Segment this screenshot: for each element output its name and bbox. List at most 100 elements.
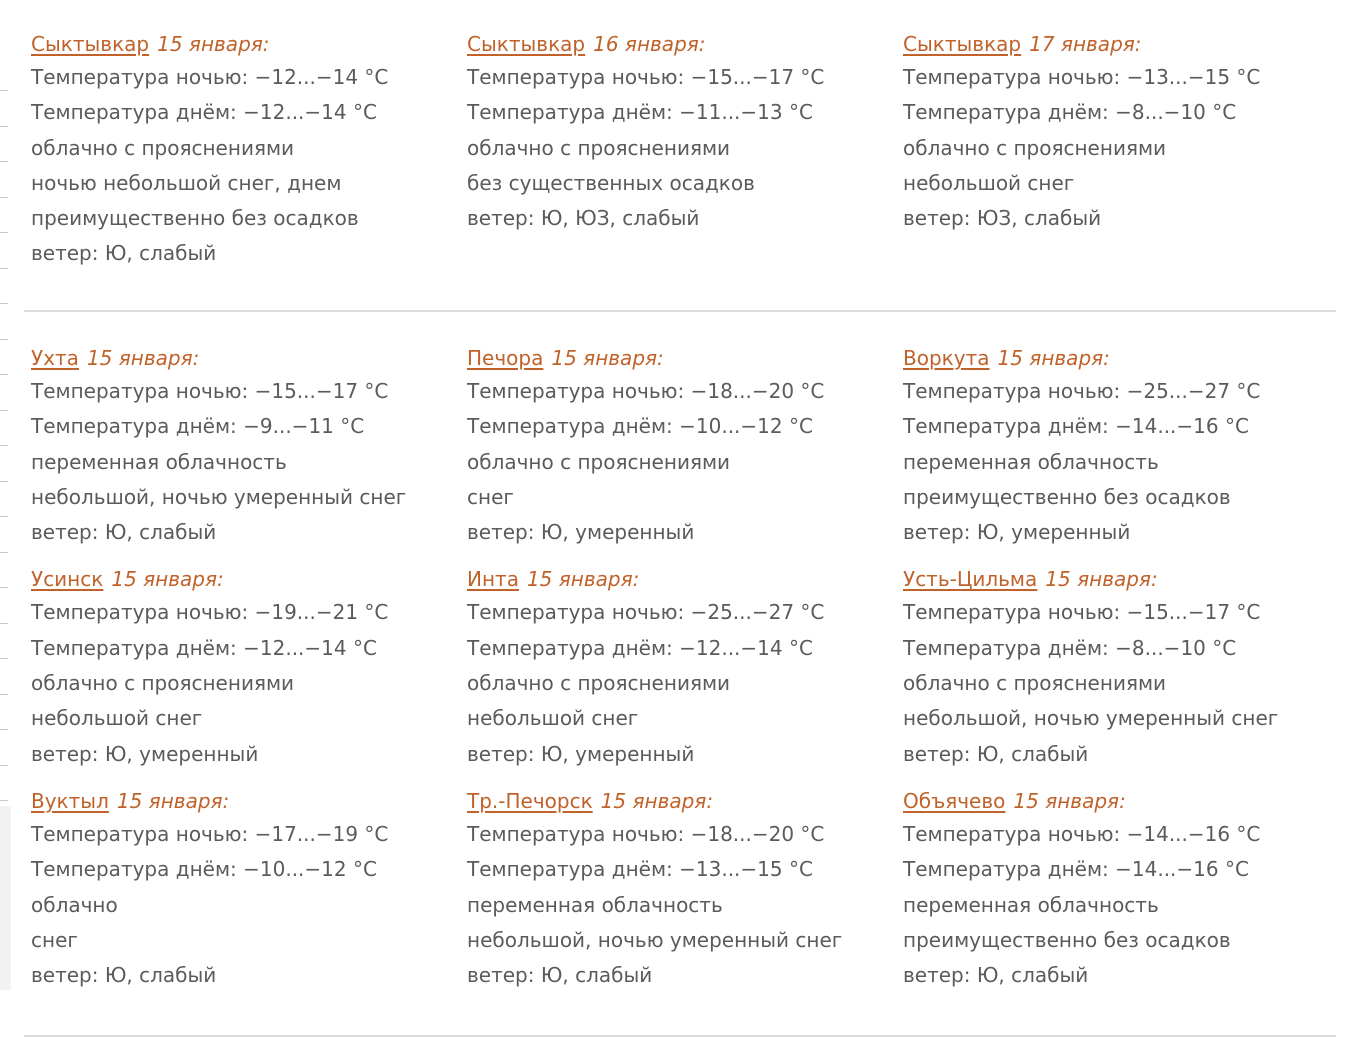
precipitation: небольшой снег <box>467 706 639 731</box>
forecast-heading: Печора 15 января: <box>467 342 887 374</box>
cloudiness: облачно с прояснениями <box>903 671 1167 696</box>
forecast-section-syktyvkar: Сыктывкар 15 января: Температура ночью: −1… <box>24 28 1336 312</box>
wind: ветер: Ю, слабый <box>467 963 653 988</box>
forecast-date: 15 января: <box>600 788 714 813</box>
city-link[interactable]: Печора <box>467 346 544 370</box>
city-link[interactable]: Усть-Цильма <box>903 567 1038 592</box>
forecast-date: 15 января: <box>1045 567 1158 592</box>
day-temperature: Температура днём: −11...−13 °C <box>467 100 813 125</box>
day-temperature: Температура днём: −10...−12 °C <box>467 414 813 439</box>
day-temperature: Температура днём: −12...−14 °C <box>31 635 377 660</box>
night-temperature: Температура ночью: −15...−17 °C <box>467 65 825 89</box>
night-temperature: Температура ночью: −18...−20 °C <box>467 821 825 846</box>
edge-tick <box>0 232 8 233</box>
forecast-block: Воркута 15 января: Температура ночью: −25.… <box>903 342 1323 550</box>
forecast-block: Усинск 15 января: Температура ночью: −19..… <box>31 563 451 771</box>
forecast-block: Объячево 15 января: Температура ночью: −14… <box>903 785 1323 993</box>
city-link[interactable]: Сыктывкар <box>467 32 586 56</box>
forecast-date: 15 января: <box>111 567 224 592</box>
cloudiness: облачно <box>31 892 118 917</box>
forecast-date: 15 января: <box>1013 788 1126 813</box>
wind: ветер: Ю, умеренный <box>903 520 1131 545</box>
edge-tick <box>0 445 8 446</box>
wind: ветер: Ю, ЮЗ, слабый <box>467 206 700 231</box>
night-temperature: Температура ночью: −14...−16 °C <box>903 821 1261 846</box>
forecast-date: 15 января: <box>86 346 200 370</box>
city-link[interactable]: Сыктывкар <box>903 32 1022 56</box>
cloudiness: переменная облачность <box>31 449 287 474</box>
wind: ветер: Ю, слабый <box>903 741 1089 766</box>
edge-tick <box>0 694 8 695</box>
edge-tick <box>0 161 8 162</box>
edge-tick <box>0 268 8 269</box>
cloudiness: облачно с прояснениями <box>467 449 731 474</box>
city-link[interactable]: Сыктывкар <box>31 32 150 56</box>
city-link[interactable]: Инта <box>467 567 519 592</box>
edge-tick <box>0 552 8 553</box>
wind: ветер: Ю, слабый <box>903 963 1089 988</box>
forecast-heading: Воркута 15 января: <box>903 342 1323 374</box>
precipitation: небольшой снег <box>903 170 1075 195</box>
edge-tick <box>0 765 8 766</box>
forecast-heading: Сыктывкар 17 января: <box>903 28 1323 60</box>
cloudiness: облачно с прояснениями <box>467 671 731 696</box>
edge-tick <box>0 587 8 588</box>
forecast-date: 15 января: <box>157 32 270 56</box>
wind: ветер: Ю, умеренный <box>467 520 695 545</box>
night-temperature: Температура ночью: −15...−17 °C <box>903 600 1261 625</box>
cloudiness: переменная облачность <box>903 892 1159 917</box>
day-temperature: Температура днём: −9...−11 °C <box>31 414 365 439</box>
precipitation: преимущественно без осадков <box>903 927 1231 952</box>
left-scroll-strip <box>0 806 11 990</box>
cloudiness: облачно с прояснениями <box>31 135 295 160</box>
city-link[interactable]: Объячево <box>903 788 1006 813</box>
forecast-block: Сыктывкар 17 января: Температура ночью: −1… <box>903 28 1323 272</box>
forecast-block: Ухта 15 января: Температура ночью: −15...−… <box>31 342 451 550</box>
city-link[interactable]: Воркута <box>903 346 990 370</box>
forecast-heading: Ухта 15 января: <box>31 342 451 374</box>
forecast-block: Сыктывкар 15 января: Температура ночью: −1… <box>31 28 451 272</box>
precipitation: снег <box>31 927 78 952</box>
forecast-block: Усть-Цильма 15 января: Температура ночью: … <box>903 563 1323 771</box>
forecast-block: Тр.-Печорск 15 января: Температура ночью: … <box>467 785 887 993</box>
forecast-date: 15 января: <box>997 346 1110 370</box>
forecast-block: Инта 15 января: Температура ночью: −25...−… <box>467 563 887 771</box>
day-temperature: Температура днём: −12...−14 °C <box>467 635 813 660</box>
night-temperature: Температура ночью: −25...−27 °C <box>467 600 825 625</box>
forecast-block: Сыктывкар 16 января: Температура ночью: −1… <box>467 28 887 272</box>
edge-tick <box>0 800 8 801</box>
precipitation: небольшой, ночью умеренный снег <box>467 927 843 952</box>
cloudiness: переменная облачность <box>903 449 1159 474</box>
edge-tick <box>0 410 8 411</box>
forecast-heading: Сыктывкар 15 января: <box>31 28 451 60</box>
forecast-heading: Инта 15 января: <box>467 563 887 595</box>
city-link[interactable]: Усинск <box>31 567 104 592</box>
precipitation: ночью небольшой снег, днем преимуществен… <box>31 170 359 231</box>
edge-tick <box>0 658 8 659</box>
city-link[interactable]: Вуктыл <box>31 788 109 813</box>
cloudiness: облачно с прояснениями <box>903 135 1167 160</box>
day-temperature: Температура днём: −14...−16 °C <box>903 857 1249 882</box>
forecast-heading: Сыктывкар 16 января: <box>467 28 887 60</box>
day-temperature: Температура днём: −12...−14 °C <box>31 100 377 125</box>
night-temperature: Температура ночью: −12...−14 °C <box>31 65 389 89</box>
precipitation: без существенных осадков <box>467 170 755 195</box>
night-temperature: Температура ночью: −19...−21 °C <box>31 600 389 625</box>
forecast-block: Печора 15 января: Температура ночью: −18..… <box>467 342 887 550</box>
forecast-heading: Тр.-Печорск 15 января: <box>467 785 887 817</box>
wind: ветер: Ю, умеренный <box>467 741 695 766</box>
precipitation: преимущественно без осадков <box>903 484 1231 509</box>
forecast-date: 15 января: <box>526 567 640 592</box>
precipitation: небольшой снег <box>31 706 203 731</box>
night-temperature: Температура ночью: −25...−27 °C <box>903 379 1261 403</box>
forecast-date: 16 января: <box>593 32 706 56</box>
city-link[interactable]: Тр.-Печорск <box>467 788 593 813</box>
edge-tick <box>0 374 8 375</box>
precipitation: снег <box>467 484 514 509</box>
edge-tick <box>0 729 8 730</box>
city-link[interactable]: Ухта <box>31 346 79 370</box>
day-temperature: Температура днём: −8...−10 °C <box>903 100 1237 125</box>
wind: ветер: Ю, умеренный <box>31 741 259 766</box>
forecast-date: 15 января: <box>116 788 230 813</box>
forecast-heading: Вуктыл 15 января: <box>31 785 451 817</box>
